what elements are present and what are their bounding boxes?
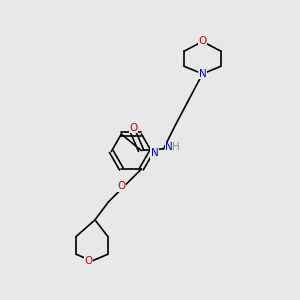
Text: N: N (199, 69, 206, 79)
Text: O: O (198, 37, 207, 46)
Text: O: O (84, 256, 92, 266)
Text: O: O (117, 181, 125, 191)
Text: N: N (165, 142, 173, 152)
Text: N: N (151, 148, 158, 158)
Text: O: O (129, 123, 138, 133)
Text: H: H (172, 142, 180, 152)
